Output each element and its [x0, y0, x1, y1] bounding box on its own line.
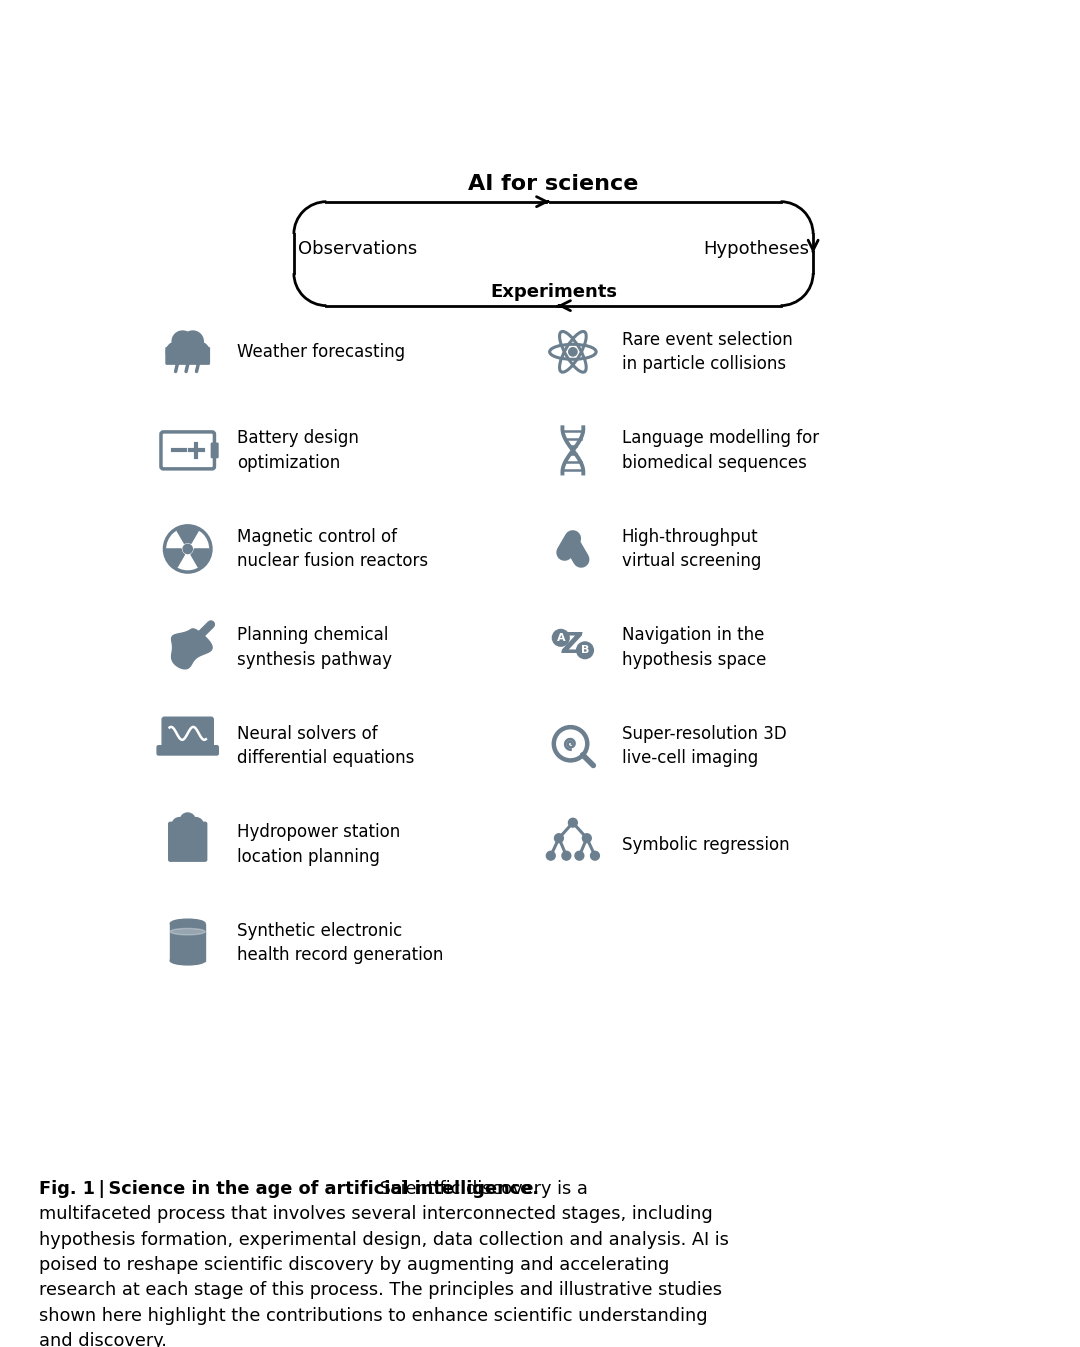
Polygon shape [177, 528, 199, 543]
Text: Observations: Observations [298, 240, 417, 259]
Text: Scientific discovery is a: Scientific discovery is a [375, 1180, 589, 1197]
Circle shape [554, 834, 564, 843]
FancyBboxPatch shape [157, 746, 218, 756]
Ellipse shape [171, 928, 205, 935]
Circle shape [582, 834, 591, 843]
Circle shape [183, 544, 192, 554]
FancyBboxPatch shape [212, 443, 218, 458]
FancyBboxPatch shape [168, 822, 206, 861]
Circle shape [188, 818, 203, 832]
Text: hypothesis formation, experimental design, data collection and analysis. AI is: hypothesis formation, experimental desig… [39, 1231, 729, 1249]
Circle shape [562, 851, 571, 861]
Polygon shape [172, 629, 212, 669]
Circle shape [175, 335, 201, 361]
Ellipse shape [171, 919, 205, 928]
Circle shape [166, 342, 186, 361]
FancyBboxPatch shape [161, 432, 215, 469]
Text: Magnetic control of
nuclear fusion reactors: Magnetic control of nuclear fusion react… [238, 528, 429, 570]
Circle shape [568, 818, 578, 827]
Circle shape [575, 851, 584, 861]
Circle shape [577, 643, 593, 659]
Text: A: A [556, 633, 565, 643]
Circle shape [552, 629, 569, 647]
Text: B: B [581, 645, 590, 655]
Circle shape [190, 342, 210, 361]
Circle shape [172, 331, 193, 352]
Text: multifaceted process that involves several interconnected stages, including: multifaceted process that involves sever… [39, 1206, 713, 1223]
Text: High-throughput
virtual screening: High-throughput virtual screening [622, 528, 761, 570]
Text: AI for science: AI for science [469, 174, 638, 194]
Text: poised to reshape scientific discovery by augmenting and accelerating: poised to reshape scientific discovery b… [39, 1255, 670, 1274]
Text: shown here highlight the contributions to enhance scientific understanding: shown here highlight the contributions t… [39, 1307, 707, 1324]
Text: Synthetic electronic
health record generation: Synthetic electronic health record gener… [238, 923, 444, 964]
Ellipse shape [171, 956, 205, 964]
Text: Experiments: Experiments [490, 283, 617, 300]
Circle shape [180, 814, 195, 828]
Text: Neural solvers of
differential equations: Neural solvers of differential equations [238, 725, 415, 768]
Text: Rare event selection
in particle collisions: Rare event selection in particle collisi… [622, 330, 793, 373]
Circle shape [172, 818, 187, 832]
FancyBboxPatch shape [162, 717, 213, 749]
Text: Symbolic regression: Symbolic regression [622, 835, 789, 854]
Text: Language modelling for
biomedical sequences: Language modelling for biomedical sequen… [622, 430, 819, 471]
Polygon shape [191, 550, 210, 567]
Text: research at each stage of this process. The principles and illustrative studies: research at each stage of this process. … [39, 1281, 721, 1300]
Polygon shape [171, 924, 205, 960]
Text: Z: Z [562, 630, 582, 659]
Text: Navigation in the
hypothesis space: Navigation in the hypothesis space [622, 626, 766, 668]
Text: Planning chemical
synthesis pathway: Planning chemical synthesis pathway [238, 626, 392, 668]
Circle shape [546, 851, 555, 861]
Circle shape [591, 851, 599, 861]
Text: Weather forecasting: Weather forecasting [238, 343, 405, 361]
Text: Battery design
optimization: Battery design optimization [238, 430, 360, 471]
Text: and discovery.: and discovery. [39, 1332, 166, 1347]
Circle shape [569, 348, 577, 356]
Text: Super-resolution 3D
live-cell imaging: Super-resolution 3D live-cell imaging [622, 725, 786, 768]
Circle shape [183, 331, 203, 352]
Text: Hydropower station
location planning: Hydropower station location planning [238, 823, 401, 866]
FancyBboxPatch shape [166, 348, 210, 364]
Text: Hypotheses: Hypotheses [703, 240, 809, 259]
Text: Fig. 1 | Science in the age of artificial intelligence.: Fig. 1 | Science in the age of artificia… [39, 1180, 539, 1197]
Polygon shape [166, 550, 185, 567]
